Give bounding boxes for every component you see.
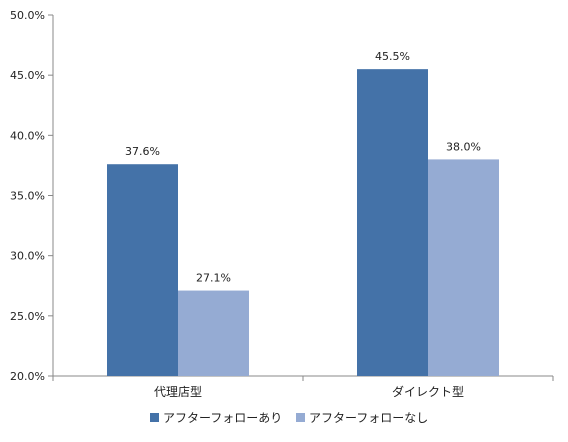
y-tick-label: 25.0%: [10, 310, 45, 323]
bar-value-label: 27.1%: [196, 272, 231, 285]
chart-bars: [107, 69, 499, 377]
bar-value-label: 45.5%: [375, 50, 410, 63]
x-category-label: 代理店型: [154, 385, 202, 399]
legend-swatch: [150, 413, 159, 422]
bar-value-label: 38.0%: [446, 140, 481, 153]
y-tick-label: 45.0%: [10, 69, 45, 82]
y-tick-label: 35.0%: [10, 190, 45, 203]
legend-label: アフターフォローあり: [163, 411, 282, 425]
chart-legend: アフターフォローあり アフターフォローなし: [150, 411, 428, 425]
bar-value-label: 37.6%: [125, 145, 160, 158]
legend-label: アフターフォローなし: [309, 411, 428, 425]
bar: [428, 159, 499, 376]
bar: [357, 69, 428, 377]
x-category-label: ダイレクト型: [392, 384, 464, 399]
bar: [178, 290, 249, 376]
legend-swatch: [296, 413, 305, 422]
y-tick-label: 40.0%: [10, 129, 45, 142]
data-labels: 37.6% 27.1% 45.5% 38.0%: [125, 50, 481, 284]
y-tick-label: 30.0%: [10, 250, 45, 263]
y-tick-label: 50.0%: [10, 9, 45, 22]
bar: [107, 164, 178, 376]
y-axis-ticks: 20.0% 25.0% 30.0% 35.0% 40.0% 45.0% 50.0%: [10, 9, 53, 383]
y-tick-label: 20.0%: [10, 370, 45, 383]
x-axis-categories: 代理店型 ダイレクト型: [154, 384, 464, 399]
